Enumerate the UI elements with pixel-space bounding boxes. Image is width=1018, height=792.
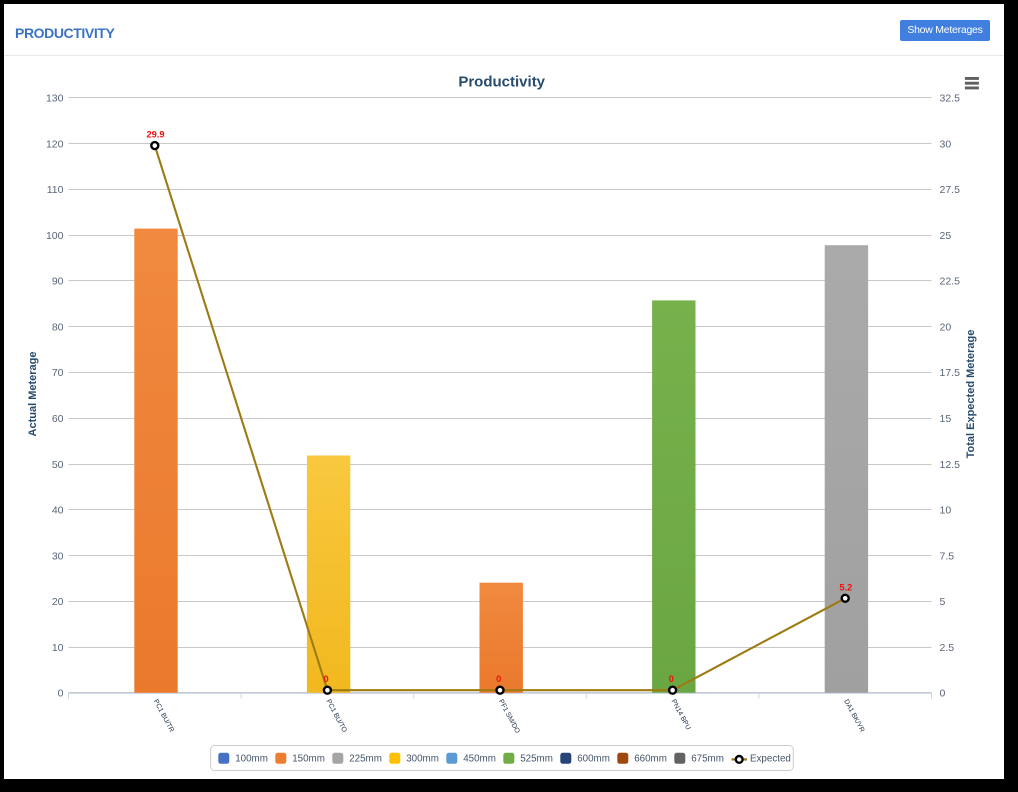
svg-text:600mm: 600mm — [577, 754, 610, 765]
svg-text:660mm: 660mm — [634, 754, 667, 765]
svg-text:10: 10 — [52, 642, 64, 654]
svg-text:80: 80 — [52, 321, 64, 333]
svg-text:0: 0 — [58, 688, 64, 700]
svg-text:Expected: Expected — [750, 754, 791, 765]
svg-text:2.5: 2.5 — [940, 642, 955, 654]
svg-text:Total Expected Meterage: Total Expected Meterage — [965, 330, 977, 459]
svg-text:PF1 SM/DO: PF1 SM/DO — [497, 698, 521, 735]
svg-text:450mm: 450mm — [463, 754, 496, 765]
svg-text:29.9: 29.9 — [146, 130, 164, 140]
svg-text:20: 20 — [940, 321, 952, 333]
svg-text:0: 0 — [496, 674, 501, 684]
svg-text:Actual Meterage: Actual Meterage — [27, 352, 39, 437]
svg-text:40: 40 — [52, 505, 64, 517]
svg-text:7.5: 7.5 — [940, 550, 955, 562]
svg-text:17.5: 17.5 — [940, 367, 961, 379]
svg-text:130: 130 — [46, 93, 64, 105]
svg-text:30: 30 — [940, 138, 952, 150]
svg-text:0: 0 — [669, 674, 674, 684]
svg-text:27.5: 27.5 — [940, 184, 961, 196]
svg-text:100mm: 100mm — [235, 754, 268, 765]
svg-text:0: 0 — [940, 688, 946, 700]
svg-text:675mm: 675mm — [691, 754, 724, 765]
svg-text:110: 110 — [47, 184, 64, 196]
svg-text:PN14 BPU: PN14 BPU — [670, 698, 692, 731]
svg-text:225mm: 225mm — [349, 754, 382, 765]
svg-text:20: 20 — [52, 596, 64, 608]
svg-text:30: 30 — [52, 550, 64, 562]
svg-text:525mm: 525mm — [520, 754, 553, 765]
svg-text:PC1 BU/TR: PC1 BU/TR — [152, 698, 175, 733]
svg-text:PC1 BU/TO: PC1 BU/TO — [324, 698, 347, 734]
svg-text:100: 100 — [46, 230, 64, 242]
svg-text:15: 15 — [940, 413, 952, 425]
svg-text:22.5: 22.5 — [940, 276, 961, 288]
svg-text:120: 120 — [46, 138, 64, 150]
svg-text:DA1 BK/YR: DA1 BK/YR — [842, 698, 865, 733]
svg-text:25: 25 — [940, 230, 952, 242]
svg-text:70: 70 — [52, 367, 64, 379]
svg-text:5: 5 — [940, 596, 946, 608]
svg-text:5.2: 5.2 — [839, 582, 852, 592]
svg-text:300mm: 300mm — [406, 754, 439, 765]
svg-text:150mm: 150mm — [292, 754, 325, 765]
svg-text:0: 0 — [324, 674, 329, 684]
svg-text:12.5: 12.5 — [940, 459, 961, 471]
svg-text:10: 10 — [940, 505, 952, 517]
svg-text:50: 50 — [52, 459, 64, 471]
svg-text:32.5: 32.5 — [940, 93, 961, 105]
svg-text:90: 90 — [52, 276, 64, 288]
svg-text:60: 60 — [52, 413, 64, 425]
svg-text:Productivity: Productivity — [458, 74, 545, 91]
